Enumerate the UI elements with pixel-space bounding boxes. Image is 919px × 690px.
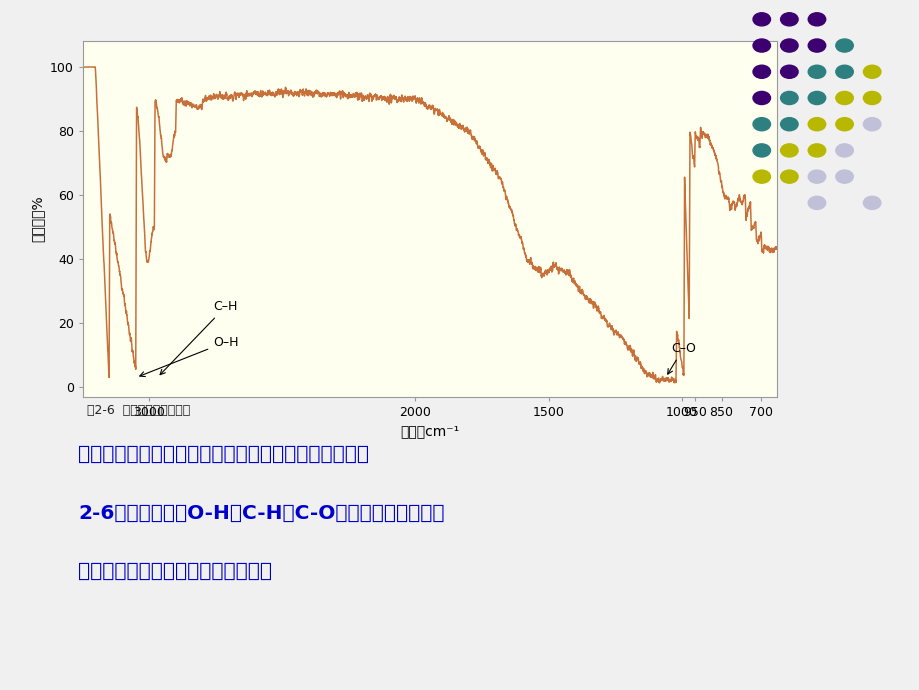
Text: 2-6所示，发现有O-H、C-H和C-O的振动吸收。因此，: 2-6所示，发现有O-H、C-H和C-O的振动吸收。因此， <box>78 504 444 523</box>
X-axis label: 波数／cm⁻¹: 波数／cm⁻¹ <box>400 424 460 438</box>
Text: l: l <box>786 12 789 26</box>
Y-axis label: 透过率／%: 透过率／% <box>30 196 44 242</box>
Text: O–H: O–H <box>140 335 238 377</box>
Text: 可以初步推测该未知物中含有羟基。: 可以初步推测该未知物中含有羟基。 <box>78 562 272 582</box>
Text: C–H: C–H <box>160 300 237 375</box>
Text: 图2-6  某未知物的红外光谱: 图2-6 某未知物的红外光谱 <box>87 404 190 417</box>
Text: C–O: C–O <box>667 342 695 374</box>
Text: 例如，通过红外光谱仪测得某未知物的红外光谱图如图: 例如，通过红外光谱仪测得某未知物的红外光谱图如图 <box>78 445 369 464</box>
